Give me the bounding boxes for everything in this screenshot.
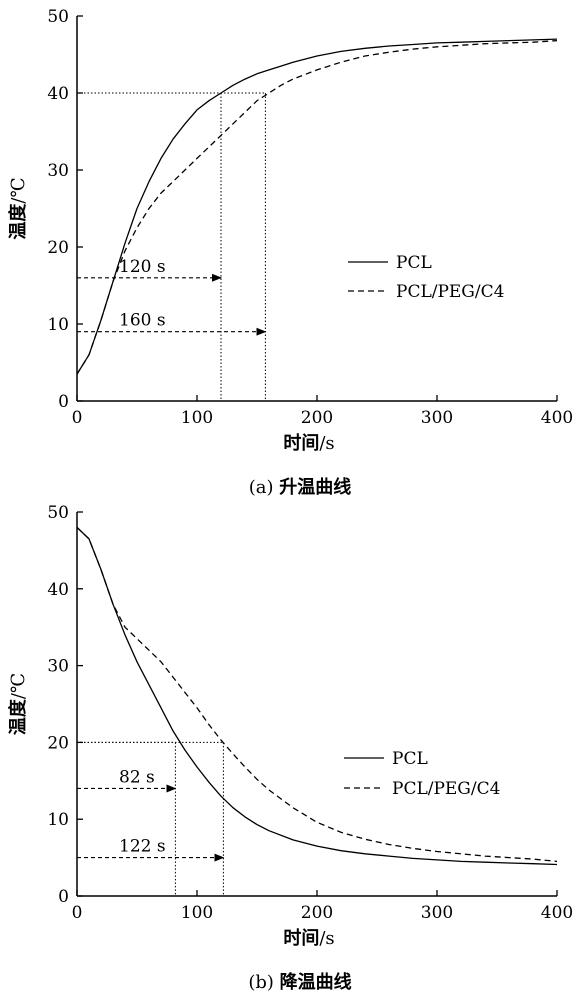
cooling-chart: 0 100 200 300 400 0 10 20 30 40 50 时间/s 温度/℃ (b) 降温曲线…: [7, 503, 573, 993]
legend-label: PCL/PEG/C4: [396, 282, 504, 302]
x-tick-label: 200: [301, 903, 333, 923]
x-tick-label: 400: [541, 903, 573, 923]
series-line-pcl-peg-c4: [76, 39, 558, 375]
legend-label: PCL/PEG/C4: [392, 779, 500, 799]
time-annotation-label: 82 s: [119, 767, 155, 787]
x-tick-label: 300: [421, 408, 453, 428]
x-tick-label: 0: [72, 903, 83, 923]
y-tick-label: 10: [47, 315, 69, 335]
heating-chart: 0 100 200 300 400 0 10 20 30 40 50 时间/s 温度/℃ (a) 升温曲线…: [7, 7, 573, 498]
x-tick-label: 100: [181, 408, 213, 428]
x-tick-label: 0: [72, 408, 83, 428]
y-axis-title: 温度/℃: [7, 177, 29, 239]
series-line-pcl: [76, 526, 558, 866]
x-axis-title: 时间/s: [283, 928, 334, 949]
y-tick-label: 20: [47, 238, 69, 258]
y-tick-label: 30: [47, 161, 69, 181]
figure-caption: (a) 升温曲线: [249, 476, 352, 498]
y-tick-label: 30: [47, 657, 69, 677]
y-tick-label: 40: [47, 580, 69, 600]
time-annotation-label: 122 s: [119, 837, 166, 857]
time-annotation-label: 120 s: [119, 257, 166, 277]
series-line-pcl: [76, 38, 558, 375]
x-tick-label: 300: [421, 903, 453, 923]
y-tick-label: 40: [47, 84, 69, 104]
figure-caption: (b) 降温曲线: [248, 971, 351, 993]
y-tick-label: 0: [58, 392, 69, 412]
x-tick-label: 100: [181, 903, 213, 923]
x-tick-label: 400: [541, 408, 573, 428]
legend-label: PCL: [392, 749, 428, 769]
y-tick-label: 10: [47, 810, 69, 830]
time-annotation-label: 160 s: [119, 311, 166, 331]
x-axis-title: 时间/s: [283, 433, 334, 454]
series-line-pcl-peg-c4: [76, 526, 558, 863]
legend-label: PCL: [396, 253, 432, 273]
y-tick-label: 20: [47, 733, 69, 753]
y-tick-label: 0: [58, 887, 69, 907]
y-axis-title: 温度/℃: [7, 673, 29, 735]
y-tick-label: 50: [47, 7, 69, 27]
y-tick-label: 50: [47, 503, 69, 523]
x-tick-label: 200: [301, 408, 333, 428]
